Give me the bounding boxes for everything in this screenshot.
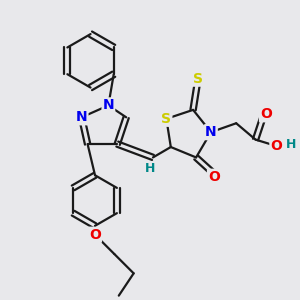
Text: O: O	[270, 139, 282, 152]
Text: H: H	[145, 162, 155, 175]
Text: H: H	[286, 138, 296, 151]
Text: O: O	[89, 228, 101, 242]
Text: O: O	[208, 170, 220, 184]
Text: S: S	[161, 112, 171, 126]
Text: N: N	[205, 125, 217, 139]
Text: N: N	[76, 110, 88, 124]
Text: S: S	[193, 72, 202, 86]
Text: O: O	[260, 107, 272, 121]
Text: N: N	[103, 98, 114, 112]
